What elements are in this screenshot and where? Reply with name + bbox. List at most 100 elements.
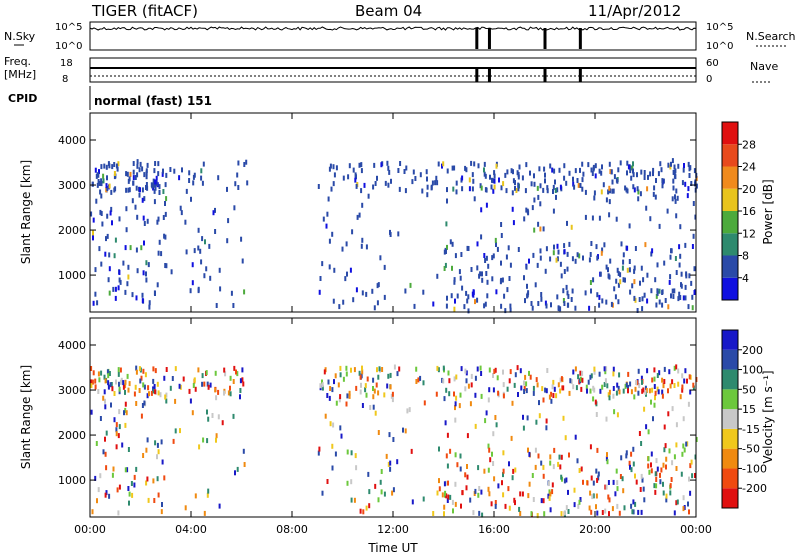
velocity-echo-2: [435, 391, 438, 397]
power-echo-128: [570, 297, 573, 302]
velocity-echo-581: [640, 473, 643, 479]
power-echo-65: [419, 172, 422, 178]
power-echo-158: [173, 168, 176, 174]
power-echo-692: [655, 178, 657, 183]
power-echo-377: [92, 217, 95, 223]
power-echo-681: [128, 187, 131, 193]
power-echo-794: [605, 299, 608, 305]
velocity-echo-420: [470, 382, 473, 388]
velocity-echo-840: [361, 365, 363, 371]
velocity-echo-632: [688, 374, 691, 380]
velocity-echo-68: [572, 384, 575, 390]
velocity-echo-422: [542, 397, 545, 403]
power-echo-186: [495, 289, 498, 295]
power-echo-813: [399, 161, 402, 166]
power-echo-547: [605, 264, 608, 270]
velocity-echo-584: [342, 376, 345, 382]
power-echo-442: [608, 161, 611, 167]
power-echo-342: [603, 242, 606, 248]
power-echo-33: [562, 288, 565, 294]
power-echo-2: [607, 189, 610, 195]
velocity-echo-29: [638, 431, 641, 436]
power-echo-112: [590, 241, 593, 246]
power-echo-783: [526, 292, 529, 298]
power-echo-251: [354, 177, 357, 183]
velocity-echo-220: [438, 486, 441, 492]
power-echo-97: [631, 283, 634, 289]
velocity-echo-352: [597, 471, 600, 477]
velocity-echo-514: [335, 400, 338, 406]
power-echo-614: [608, 199, 611, 205]
power-ytick-label-1: 2000: [58, 224, 86, 237]
power-echo-774: [649, 216, 652, 222]
velocity-echo-361: [654, 471, 657, 477]
velocity-echo-622: [445, 387, 448, 393]
velocity-colorbar-tick-label-3: -15: [742, 423, 760, 436]
velocity-echo-781: [590, 509, 593, 515]
velocity-echo-542: [456, 462, 459, 468]
noise-gap-3: [578, 28, 582, 49]
power-echo-847: [445, 249, 447, 254]
freq-unit-label: [MHz]: [4, 68, 36, 81]
power-echo-445: [409, 282, 412, 288]
power-echo-535: [204, 239, 206, 245]
velocity-echo-455: [617, 385, 620, 391]
power-echo-145: [110, 206, 113, 212]
velocity-echo-601: [630, 389, 633, 395]
power-echo-349: [566, 251, 569, 257]
velocity-echo-28: [549, 454, 552, 460]
power-echo-104: [529, 170, 531, 176]
velocity-echo-44: [358, 370, 361, 376]
velocity-echo-72: [688, 509, 690, 515]
velocity-echo-151: [194, 386, 197, 392]
velocity-echo-693: [324, 413, 327, 419]
power-echo-234: [106, 175, 108, 181]
power-echo-722: [628, 267, 631, 273]
power-echo-773: [672, 185, 675, 191]
power-echo-166: [672, 169, 675, 175]
power-echo-630: [99, 189, 102, 195]
power-echo-660: [476, 241, 479, 247]
power-echo-337: [677, 296, 680, 302]
velocity-echo-395: [221, 420, 224, 426]
velocity-echo-329: [124, 401, 127, 407]
power-echo-749: [545, 246, 548, 252]
velocity-echo-789: [111, 472, 114, 478]
velocity-echo-157: [373, 388, 376, 394]
power-echo-434: [693, 168, 696, 174]
power-echo-667: [590, 288, 592, 294]
power-echo-709: [113, 174, 116, 180]
velocity-echo-499: [372, 404, 375, 410]
velocity-echo-678: [690, 459, 693, 465]
velocity-echo-310: [146, 393, 149, 399]
power-echo-539: [118, 277, 121, 283]
velocity-echo-708: [377, 390, 380, 396]
power-echo-124: [164, 263, 167, 268]
velocity-echo-671: [548, 495, 551, 501]
velocity-echo-127: [145, 480, 148, 486]
power-echo-299: [591, 171, 594, 176]
velocity-echo-252: [588, 505, 591, 511]
power-echo-40: [552, 184, 555, 190]
velocity-echo-240: [165, 392, 168, 398]
velocity-echo-644: [95, 441, 98, 446]
velocity-echo-443: [156, 454, 158, 460]
velocity-echo-179: [466, 433, 469, 439]
velocity-echo-798: [156, 476, 159, 482]
power-echo-721: [125, 227, 128, 233]
power-echo-295: [434, 180, 437, 186]
power-echo-182: [584, 290, 587, 296]
velocity-echo-603: [105, 465, 108, 471]
velocity-echo-226: [651, 377, 654, 383]
velocity-echo-123: [464, 472, 467, 478]
velocity-echo-103: [531, 473, 534, 478]
velocity-echo-795: [334, 451, 337, 457]
velocity-echo-843: [377, 430, 380, 435]
power-echo-659: [534, 282, 537, 288]
power-echo-643: [143, 172, 146, 178]
power-echo-261: [688, 273, 691, 279]
velocity-echo-571: [232, 379, 235, 384]
power-echo-465: [563, 163, 566, 169]
power-echo-363: [609, 169, 612, 174]
velocity-echo-129: [551, 482, 554, 488]
